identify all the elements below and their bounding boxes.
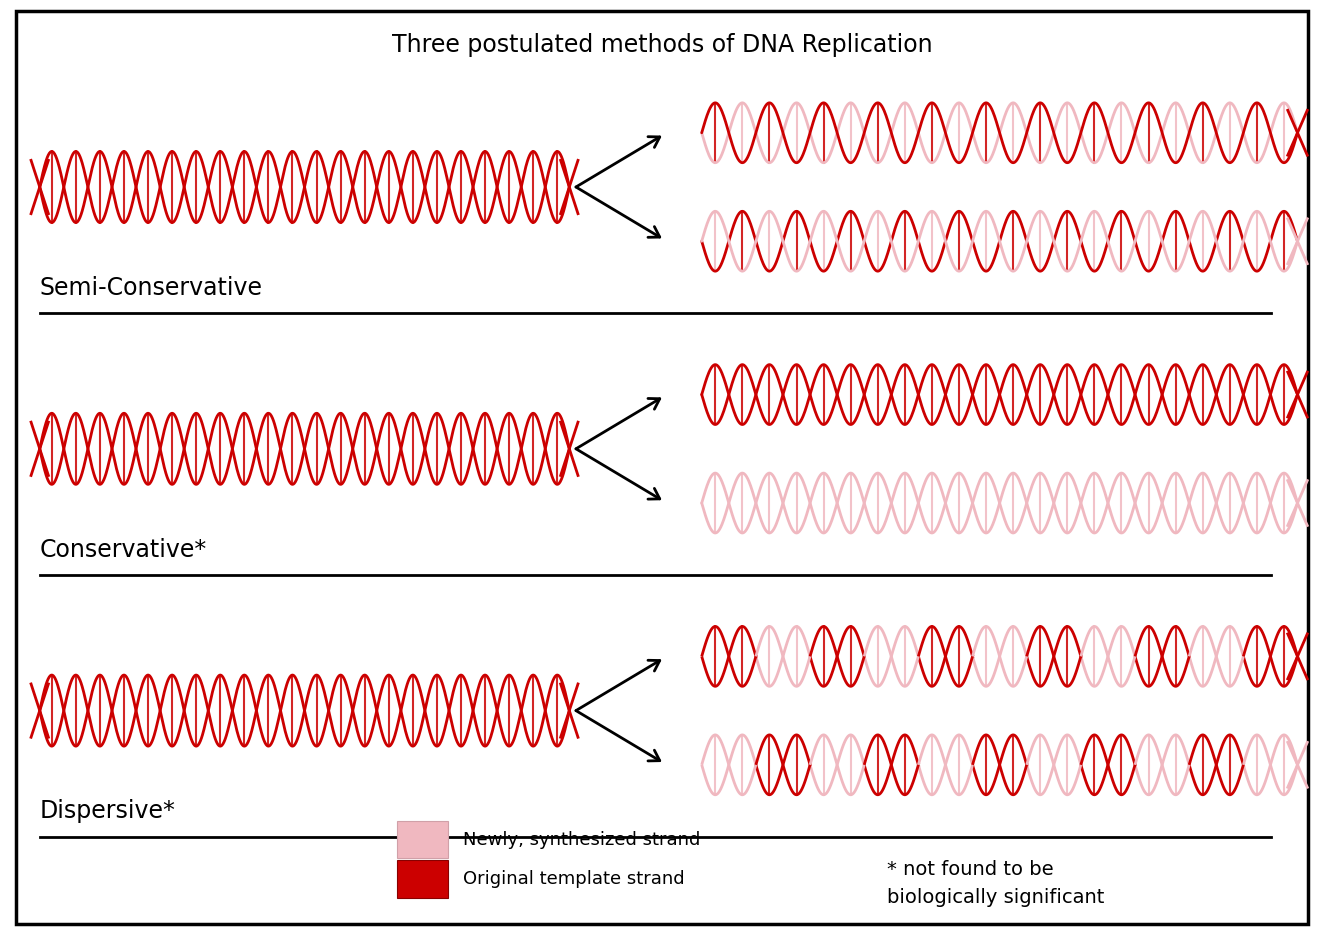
Text: Three postulated methods of DNA Replication: Three postulated methods of DNA Replicat… — [392, 33, 932, 57]
Bar — [397, 821, 448, 858]
Text: Original template strand: Original template strand — [463, 870, 685, 888]
FancyBboxPatch shape — [16, 11, 1308, 924]
Text: Conservative*: Conservative* — [40, 538, 207, 562]
Text: Newly, synthesized strand: Newly, synthesized strand — [463, 830, 700, 849]
Text: Dispersive*: Dispersive* — [40, 799, 176, 824]
Text: Semi-Conservative: Semi-Conservative — [40, 276, 262, 300]
Bar — [397, 860, 448, 898]
Text: * not found to be
biologically significant: * not found to be biologically significa… — [887, 860, 1104, 907]
